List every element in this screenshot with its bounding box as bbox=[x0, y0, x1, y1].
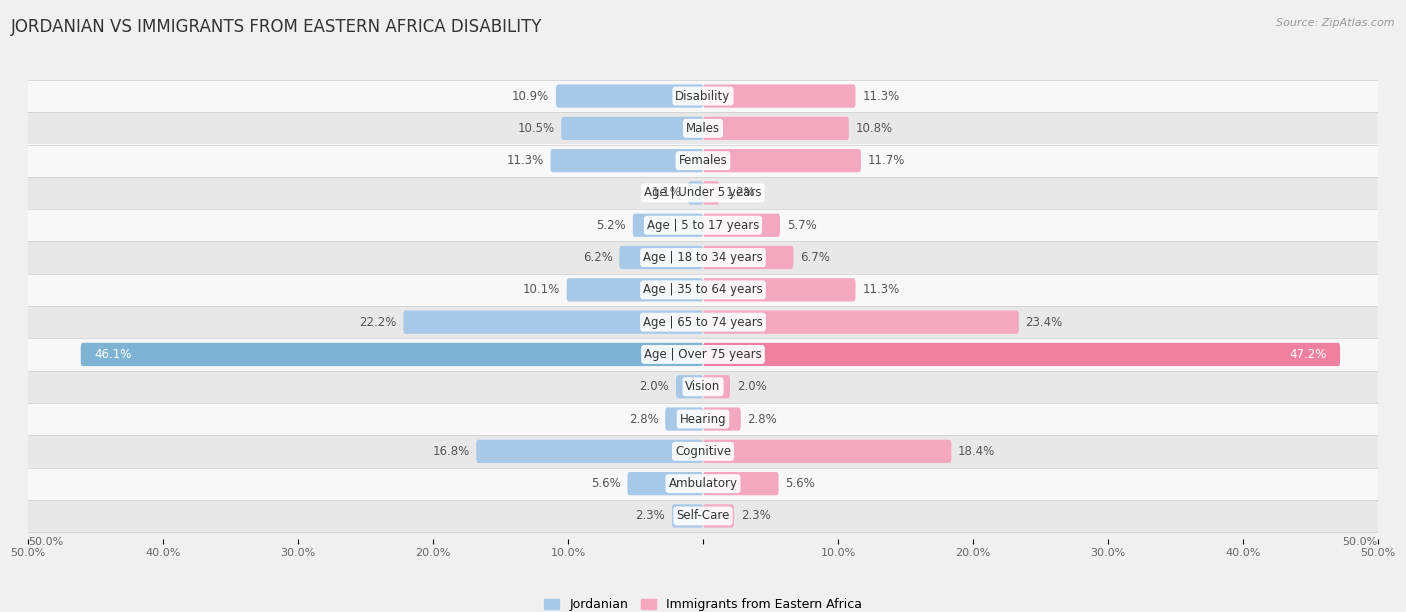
Text: Age | 35 to 64 years: Age | 35 to 64 years bbox=[643, 283, 763, 296]
Bar bbox=[28, 80, 1378, 112]
FancyBboxPatch shape bbox=[80, 343, 703, 366]
FancyBboxPatch shape bbox=[703, 343, 1340, 366]
FancyBboxPatch shape bbox=[551, 149, 703, 172]
Text: 11.3%: 11.3% bbox=[506, 154, 544, 167]
FancyBboxPatch shape bbox=[703, 472, 779, 495]
Text: 47.2%: 47.2% bbox=[1289, 348, 1327, 361]
Text: JORDANIAN VS IMMIGRANTS FROM EASTERN AFRICA DISABILITY: JORDANIAN VS IMMIGRANTS FROM EASTERN AFR… bbox=[11, 18, 543, 36]
Text: Disability: Disability bbox=[675, 89, 731, 103]
FancyBboxPatch shape bbox=[703, 214, 780, 237]
Text: 6.2%: 6.2% bbox=[582, 251, 613, 264]
Text: 2.3%: 2.3% bbox=[636, 509, 665, 523]
FancyBboxPatch shape bbox=[672, 504, 703, 528]
Bar bbox=[28, 274, 1378, 306]
Bar bbox=[28, 241, 1378, 274]
FancyBboxPatch shape bbox=[703, 117, 849, 140]
FancyBboxPatch shape bbox=[703, 246, 793, 269]
Text: Age | 5 to 17 years: Age | 5 to 17 years bbox=[647, 218, 759, 232]
Text: 10.9%: 10.9% bbox=[512, 89, 550, 103]
Text: Age | 65 to 74 years: Age | 65 to 74 years bbox=[643, 316, 763, 329]
Bar bbox=[28, 338, 1378, 371]
FancyBboxPatch shape bbox=[688, 181, 703, 204]
Bar bbox=[28, 209, 1378, 241]
Text: 50.0%: 50.0% bbox=[28, 537, 63, 547]
Bar bbox=[28, 306, 1378, 338]
FancyBboxPatch shape bbox=[703, 149, 860, 172]
FancyBboxPatch shape bbox=[404, 310, 703, 334]
Text: 10.5%: 10.5% bbox=[517, 122, 554, 135]
FancyBboxPatch shape bbox=[477, 439, 703, 463]
Text: 2.8%: 2.8% bbox=[748, 412, 778, 425]
Bar bbox=[28, 500, 1378, 532]
FancyBboxPatch shape bbox=[619, 246, 703, 269]
Text: 5.2%: 5.2% bbox=[596, 218, 626, 232]
Text: 5.6%: 5.6% bbox=[786, 477, 815, 490]
FancyBboxPatch shape bbox=[627, 472, 703, 495]
Text: 23.4%: 23.4% bbox=[1025, 316, 1063, 329]
Text: 10.8%: 10.8% bbox=[855, 122, 893, 135]
FancyBboxPatch shape bbox=[703, 408, 741, 431]
Bar bbox=[28, 403, 1378, 435]
Text: 5.6%: 5.6% bbox=[591, 477, 620, 490]
Text: Age | Over 75 years: Age | Over 75 years bbox=[644, 348, 762, 361]
Text: 16.8%: 16.8% bbox=[432, 445, 470, 458]
Text: 11.7%: 11.7% bbox=[868, 154, 905, 167]
Text: 46.1%: 46.1% bbox=[94, 348, 132, 361]
Text: 1.2%: 1.2% bbox=[725, 187, 756, 200]
Text: Cognitive: Cognitive bbox=[675, 445, 731, 458]
Text: Females: Females bbox=[679, 154, 727, 167]
FancyBboxPatch shape bbox=[703, 84, 855, 108]
FancyBboxPatch shape bbox=[703, 278, 855, 302]
Text: Age | Under 5 years: Age | Under 5 years bbox=[644, 187, 762, 200]
Text: Hearing: Hearing bbox=[679, 412, 727, 425]
Text: Males: Males bbox=[686, 122, 720, 135]
FancyBboxPatch shape bbox=[633, 214, 703, 237]
Text: 2.0%: 2.0% bbox=[640, 380, 669, 394]
Text: 2.0%: 2.0% bbox=[737, 380, 766, 394]
Text: 11.3%: 11.3% bbox=[862, 89, 900, 103]
Text: 22.2%: 22.2% bbox=[359, 316, 396, 329]
Text: 10.1%: 10.1% bbox=[523, 283, 560, 296]
Bar bbox=[28, 468, 1378, 500]
FancyBboxPatch shape bbox=[665, 408, 703, 431]
Text: 1.1%: 1.1% bbox=[651, 187, 682, 200]
Text: Ambulatory: Ambulatory bbox=[668, 477, 738, 490]
FancyBboxPatch shape bbox=[555, 84, 703, 108]
Text: Age | 18 to 34 years: Age | 18 to 34 years bbox=[643, 251, 763, 264]
FancyBboxPatch shape bbox=[703, 181, 720, 204]
Text: 5.7%: 5.7% bbox=[787, 218, 817, 232]
Text: Vision: Vision bbox=[685, 380, 721, 394]
FancyBboxPatch shape bbox=[703, 310, 1019, 334]
Text: 2.8%: 2.8% bbox=[628, 412, 658, 425]
Text: Self-Care: Self-Care bbox=[676, 509, 730, 523]
FancyBboxPatch shape bbox=[676, 375, 703, 398]
FancyBboxPatch shape bbox=[703, 439, 952, 463]
Bar bbox=[28, 144, 1378, 177]
Bar bbox=[28, 112, 1378, 144]
Text: 11.3%: 11.3% bbox=[862, 283, 900, 296]
Bar bbox=[28, 435, 1378, 468]
FancyBboxPatch shape bbox=[567, 278, 703, 302]
FancyBboxPatch shape bbox=[561, 117, 703, 140]
Text: Source: ZipAtlas.com: Source: ZipAtlas.com bbox=[1277, 18, 1395, 28]
Text: 6.7%: 6.7% bbox=[800, 251, 830, 264]
Text: 18.4%: 18.4% bbox=[957, 445, 995, 458]
FancyBboxPatch shape bbox=[703, 375, 730, 398]
Text: 50.0%: 50.0% bbox=[1343, 537, 1378, 547]
Bar bbox=[28, 371, 1378, 403]
Text: 2.3%: 2.3% bbox=[741, 509, 770, 523]
Legend: Jordanian, Immigrants from Eastern Africa: Jordanian, Immigrants from Eastern Afric… bbox=[540, 593, 866, 612]
Bar bbox=[28, 177, 1378, 209]
FancyBboxPatch shape bbox=[703, 504, 734, 528]
